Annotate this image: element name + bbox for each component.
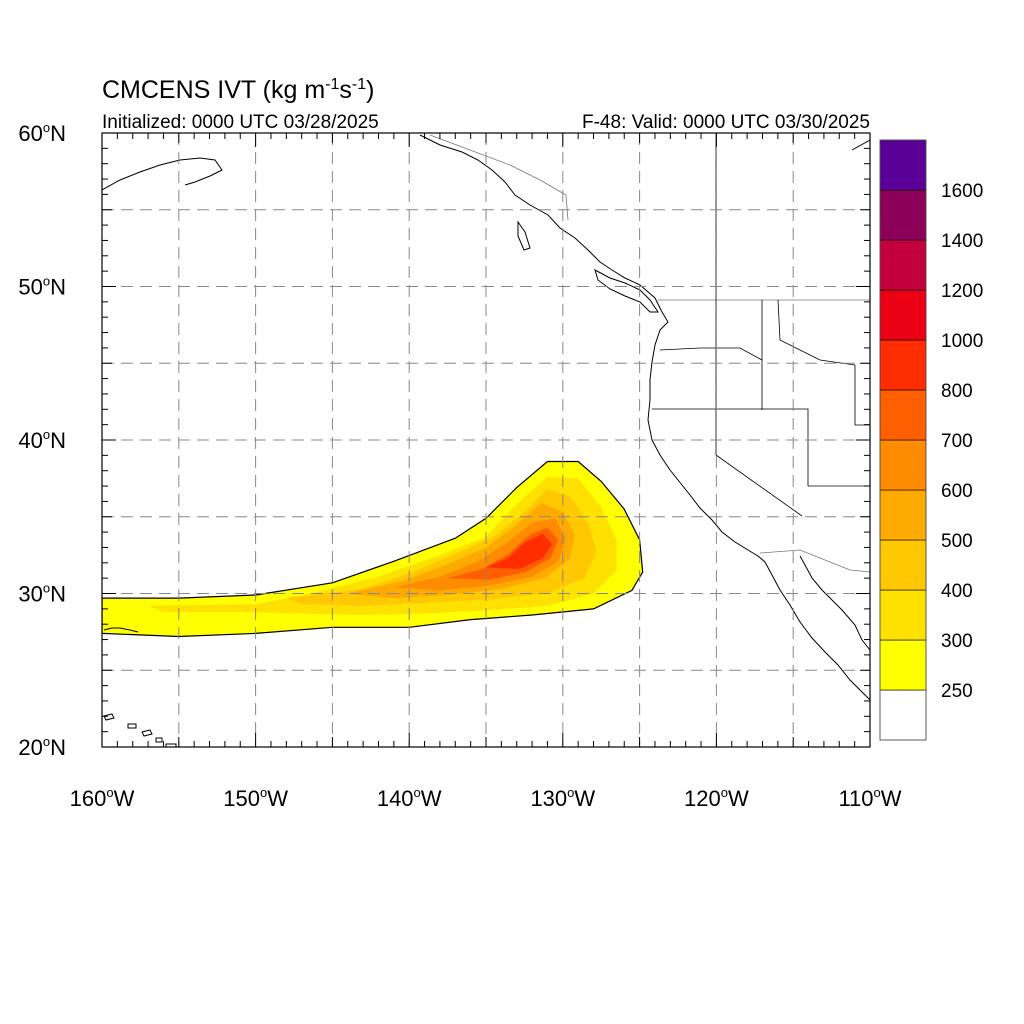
- border-idaho: [761, 299, 856, 410]
- colorbar-box: [879, 689, 927, 741]
- colorbar-box: [879, 439, 927, 491]
- colorbar-box: [879, 639, 927, 691]
- lon-label-120: 120oW: [684, 785, 749, 811]
- colorbar-box: [879, 289, 927, 341]
- lon-label-150: 150oW: [223, 785, 288, 811]
- latitude-labels: 60oN 50oN 40oN 30oN 20oN: [18, 120, 66, 760]
- lat-label-40: 40oN: [18, 427, 66, 453]
- colorbar-box: [879, 489, 927, 541]
- lon-label-110: 110oW: [838, 785, 901, 811]
- border-nevada: [715, 454, 803, 517]
- valid-time: F-48: Valid: 0000 UTC 03/30/2025: [582, 112, 870, 133]
- colorbar-label: 1200: [941, 281, 983, 302]
- colorbar-box: [879, 389, 927, 441]
- gridlines: [102, 133, 870, 747]
- colorbar-box: [879, 239, 927, 291]
- colorbar-label: 600: [941, 481, 973, 502]
- colorbar-box: [879, 539, 927, 591]
- lat-label-20: 20oN: [18, 734, 66, 760]
- axis-ticks: [101, 132, 871, 748]
- lon-label-130: 130oW: [530, 785, 595, 811]
- lon-label-140: 140oW: [377, 785, 442, 811]
- coastline-baja-gulf: [799, 555, 870, 651]
- coastline-hawaii: [103, 713, 177, 747]
- colorbar-label: 300: [941, 631, 973, 652]
- ivt-contour-800: [486, 533, 552, 569]
- longitude-labels: 160oW 150oW 140oW 130oW 120oW 110oW: [70, 785, 902, 811]
- coastline-ne-corner: [851, 139, 870, 151]
- border-washington-oregon: [659, 347, 763, 361]
- colorbar-label: 1400: [941, 231, 983, 252]
- initialized-time: Initialized: 0000 UTC 03/28/2025: [102, 112, 379, 133]
- colorbar-label: 500: [941, 531, 973, 552]
- lat-label-30: 30oN: [18, 581, 66, 607]
- colorbar-box: [879, 589, 927, 641]
- colorbar-box: [879, 189, 927, 241]
- plot-area: [102, 133, 870, 747]
- coastlines: [102, 134, 870, 747]
- border-alaska-canada: [429, 134, 569, 221]
- border-us-mexico: [759, 549, 870, 573]
- colorbar-box: [879, 339, 927, 391]
- lon-label-160: 160oW: [70, 785, 135, 811]
- border-oregon-california: [652, 408, 809, 486]
- coastline-north-america: [419, 134, 870, 701]
- colorbar-outline: [879, 139, 927, 741]
- coastline-alaska: [102, 157, 223, 191]
- colorbar-label: 400: [941, 581, 973, 602]
- map-title: CMCENS IVT (kg m-1s-1): [102, 76, 374, 104]
- colorbar-box: [879, 139, 927, 191]
- colorbar-label: 800: [941, 381, 973, 402]
- colorbar-label: 1000: [941, 331, 983, 352]
- coastline-haida-gwaii: [517, 220, 531, 251]
- lat-label-50: 50oN: [18, 274, 66, 300]
- coastline-sw-shore: [103, 627, 139, 633]
- colorbar: 250 300 400 500 600 700 800 1000 1200 1400 1600: [879, 139, 983, 741]
- lat-label-60: 60oN: [18, 120, 66, 146]
- colorbar-label: 250: [941, 681, 973, 702]
- colorbar-label: 700: [941, 431, 973, 452]
- ivt-field: [102, 460, 644, 638]
- coastline-vancouver-island: [594, 268, 659, 313]
- colorbar-label: 1600: [941, 181, 983, 202]
